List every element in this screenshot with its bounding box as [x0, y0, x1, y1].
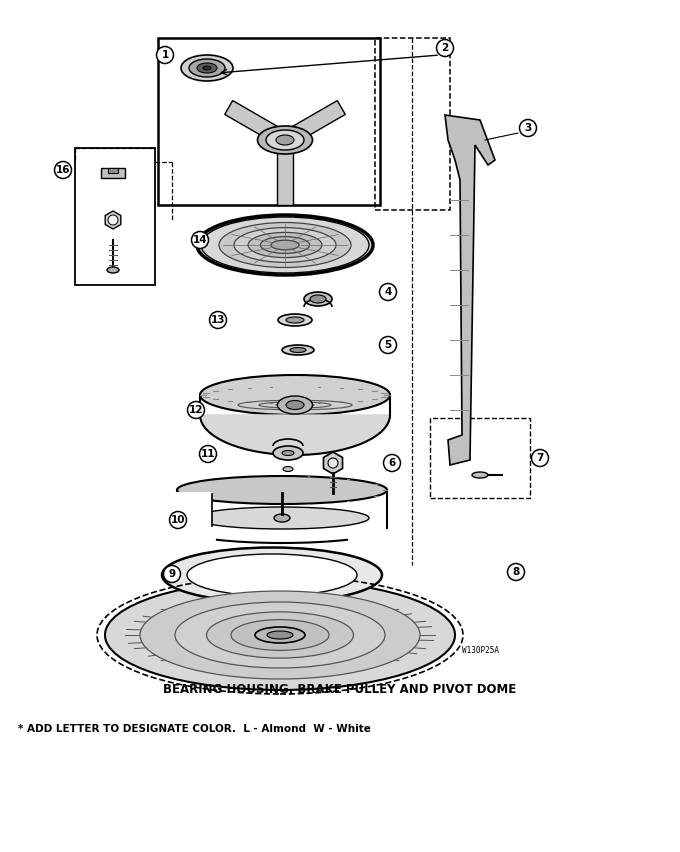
- Text: W130P25A: W130P25A: [462, 646, 499, 655]
- Circle shape: [437, 39, 454, 56]
- Ellipse shape: [271, 240, 299, 250]
- Text: 12: 12: [189, 405, 203, 415]
- Text: 5: 5: [384, 340, 392, 350]
- Ellipse shape: [200, 375, 390, 415]
- Circle shape: [108, 215, 118, 225]
- Circle shape: [192, 232, 209, 249]
- Circle shape: [156, 47, 173, 64]
- Circle shape: [520, 119, 537, 136]
- Ellipse shape: [105, 580, 455, 690]
- Ellipse shape: [304, 292, 332, 306]
- Ellipse shape: [274, 514, 290, 522]
- Ellipse shape: [266, 130, 304, 150]
- Text: * ADD LETTER TO DESIGNATE COLOR.  L - Almond  W - White: * ADD LETTER TO DESIGNATE COLOR. L - Alm…: [18, 724, 371, 734]
- Ellipse shape: [181, 55, 233, 81]
- Ellipse shape: [282, 451, 294, 456]
- Bar: [172, 492, 212, 526]
- Ellipse shape: [207, 612, 354, 658]
- Ellipse shape: [162, 548, 382, 602]
- Ellipse shape: [219, 222, 351, 268]
- Ellipse shape: [290, 348, 306, 353]
- Circle shape: [384, 454, 401, 471]
- Circle shape: [163, 566, 180, 583]
- Circle shape: [532, 450, 549, 467]
- Text: 8: 8: [512, 567, 520, 577]
- Polygon shape: [281, 101, 345, 147]
- Polygon shape: [445, 115, 495, 465]
- Circle shape: [507, 563, 524, 580]
- Ellipse shape: [310, 295, 326, 303]
- Circle shape: [328, 458, 338, 468]
- Ellipse shape: [248, 233, 322, 257]
- Ellipse shape: [195, 507, 369, 529]
- Ellipse shape: [187, 554, 357, 596]
- Ellipse shape: [140, 591, 420, 679]
- Ellipse shape: [231, 619, 329, 650]
- Polygon shape: [277, 140, 293, 205]
- Ellipse shape: [234, 227, 336, 262]
- Polygon shape: [200, 415, 390, 455]
- Bar: [375, 38, 450, 210]
- Bar: [75, 148, 155, 285]
- Circle shape: [379, 284, 396, 301]
- Ellipse shape: [278, 314, 312, 326]
- Ellipse shape: [282, 345, 314, 355]
- Ellipse shape: [107, 267, 119, 273]
- Polygon shape: [224, 101, 289, 147]
- Ellipse shape: [197, 63, 217, 73]
- Ellipse shape: [189, 59, 225, 77]
- Text: 11: 11: [201, 449, 216, 459]
- Ellipse shape: [258, 126, 313, 154]
- Circle shape: [199, 446, 216, 463]
- Text: 7: 7: [537, 453, 544, 463]
- Ellipse shape: [201, 217, 369, 273]
- Ellipse shape: [260, 237, 309, 253]
- Text: 1: 1: [161, 50, 169, 60]
- Circle shape: [209, 312, 226, 329]
- Ellipse shape: [277, 396, 313, 414]
- Ellipse shape: [286, 317, 304, 323]
- Ellipse shape: [255, 627, 305, 643]
- Circle shape: [188, 401, 205, 418]
- Text: 4: 4: [384, 287, 392, 297]
- Bar: [158, 38, 380, 205]
- Ellipse shape: [286, 400, 304, 410]
- Ellipse shape: [472, 472, 488, 478]
- Ellipse shape: [177, 476, 387, 504]
- Circle shape: [379, 337, 396, 354]
- Ellipse shape: [276, 135, 294, 145]
- Circle shape: [169, 511, 186, 528]
- Text: 16: 16: [56, 165, 70, 175]
- Text: 14: 14: [192, 235, 207, 245]
- Ellipse shape: [175, 602, 385, 668]
- Ellipse shape: [283, 467, 293, 471]
- Ellipse shape: [203, 66, 211, 70]
- Text: 6: 6: [388, 458, 396, 468]
- Text: 3: 3: [524, 123, 532, 133]
- Ellipse shape: [267, 631, 293, 639]
- Text: 13: 13: [211, 315, 225, 325]
- Text: 10: 10: [171, 515, 185, 525]
- Bar: [430, 418, 530, 498]
- Text: 9: 9: [169, 569, 175, 579]
- Text: 2: 2: [441, 43, 449, 53]
- Bar: [101, 168, 125, 178]
- Text: BEARING HOUSING, BRAKE PULLEY AND PIVOT DOME: BEARING HOUSING, BRAKE PULLEY AND PIVOT …: [163, 683, 517, 696]
- Ellipse shape: [197, 215, 373, 275]
- Circle shape: [54, 162, 71, 179]
- Bar: [108, 168, 118, 173]
- Ellipse shape: [273, 446, 303, 460]
